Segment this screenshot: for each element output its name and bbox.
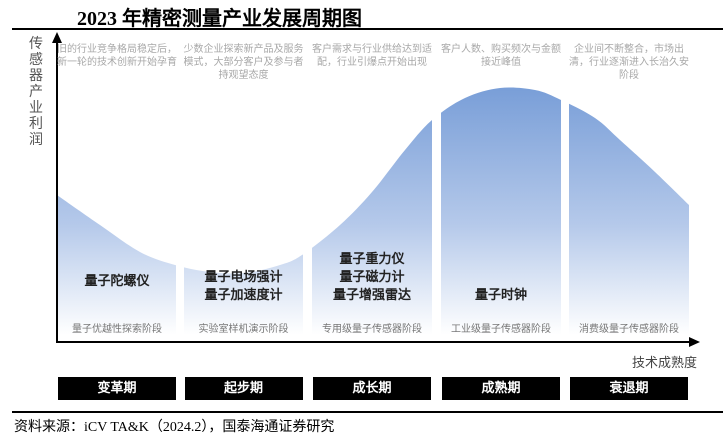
title-divider: [12, 28, 723, 30]
product-label: 量子时钟: [474, 288, 527, 303]
source-note: 资料来源：iCV TA&K（2024.2），国泰海通证券研究: [14, 420, 335, 435]
product-label: 量子重力仪: [339, 252, 405, 267]
stage-description: 客户人数、购买频次与金额接近峰值: [441, 44, 561, 68]
product-label: 量子增强雷达: [332, 288, 411, 303]
stage-label: 专用级量子传感器阶段: [322, 324, 422, 335]
product-label: 量子电场强计: [204, 270, 283, 285]
period-label: 衰退期: [570, 377, 688, 400]
stage-label: 消费级量子传感器阶段: [579, 324, 679, 335]
stage-description: 少数企业探索新产品及服务模式，大部分客户及参与者持观望态度: [183, 44, 304, 81]
curve-segment-起步期: [184, 254, 303, 338]
product-label: 量子磁力计: [339, 270, 405, 285]
y-axis-label: 传感器产业利润: [29, 36, 43, 148]
period-label: 成熟期: [442, 377, 560, 400]
stage-label: 实验室样机演示阶段: [198, 324, 289, 335]
period-label: 成长期: [313, 377, 431, 400]
stage-description: 旧的行业竞争格局稳定后，新一轮的技术创新开始孕育: [57, 44, 177, 68]
source-divider: [12, 411, 723, 413]
y-axis-arrow-icon: [52, 32, 62, 43]
x-axis-label: 技术成熟度: [631, 356, 697, 371]
period-label: 起步期: [184, 377, 303, 400]
curve-segment-成长期: [312, 120, 432, 338]
product-label: 量子加速度计: [204, 288, 283, 303]
x-axis-arrow-icon: [689, 337, 700, 347]
stage-description: 企业间不断整合，市场出清，行业逐渐进入长治久安阶段: [569, 44, 689, 81]
curve-segment-衰退期: [569, 103, 689, 338]
curve-segment-成熟期: [441, 87, 561, 338]
stage-label: 量子优越性探索阶段: [72, 324, 162, 335]
curve-segment-变革期: [58, 195, 176, 338]
period-label: 变革期: [58, 377, 176, 400]
stage-label: 工业级量子传感器阶段: [451, 324, 551, 335]
stage-description: 客户需求与行业供给达到适配，行业引爆点开始出现: [312, 44, 432, 68]
chart-title: 2023 年精密测量产业发展周期图: [77, 8, 362, 30]
product-label: 量子陀螺仪: [84, 274, 150, 289]
